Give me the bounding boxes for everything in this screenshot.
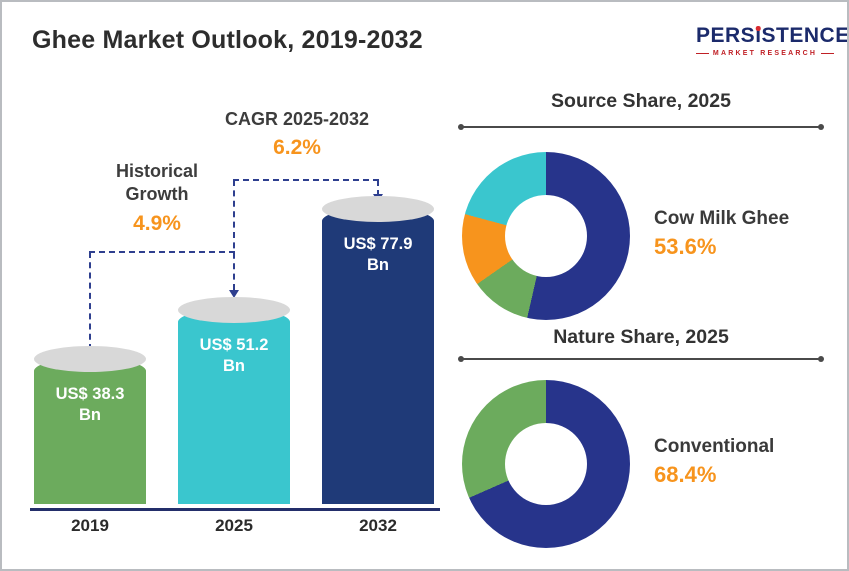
connector-dash-vertical [89, 252, 91, 350]
connector-dash-horizontal [89, 251, 235, 253]
connector-dash-vertical [233, 180, 235, 290]
x-axis-label: 2032 [359, 516, 397, 535]
x-axis-line [30, 508, 440, 511]
logo: PERSiSTENCE MARKET RESEARCH [696, 24, 847, 57]
bar-2019: US$ 38.3 Bn [34, 346, 146, 504]
divider-line [458, 124, 824, 130]
donut-hole [505, 423, 587, 505]
logo-name: PERSiSTENCE [696, 24, 847, 48]
x-axis-labels: 2019 2025 2032 [34, 516, 434, 536]
historical-growth-value: 4.9% [133, 212, 181, 235]
connector-dash-horizontal [233, 179, 379, 181]
logo-name-part: PERS [696, 24, 756, 47]
bar-top-ellipse [322, 196, 434, 222]
bar-2025: US$ 51.2 Bn [178, 297, 290, 504]
connector-dash-vertical [377, 180, 379, 196]
nature-share-title: Nature Share, 2025 [553, 326, 729, 348]
bar-value-label: US$ 77.9 Bn [343, 235, 413, 275]
bar-top-ellipse [34, 346, 146, 372]
donut-hole [505, 195, 587, 277]
source-share-title: Source Share, 2025 [551, 90, 731, 112]
bar-2032: US$ 77.9 Bn [322, 196, 434, 504]
nature-share-donut [462, 380, 630, 548]
callout-label: Conventional [654, 436, 775, 457]
source-share-donut [462, 152, 630, 320]
x-axis-label: 2019 [71, 516, 109, 535]
callout-value: 53.6% [654, 234, 717, 259]
logo-subtitle: MARKET RESEARCH [696, 50, 834, 57]
bar-value-label: US$ 38.3 Bn [55, 385, 125, 425]
nature-share-callout: Conventional 68.4% [654, 436, 834, 488]
connector-arrow-down [229, 290, 239, 298]
callout-label: Cow Milk Ghee [654, 208, 790, 229]
logo-name-i: i [755, 24, 762, 47]
callout-value: 68.4% [654, 462, 717, 487]
divider-line [458, 356, 824, 362]
logo-name-part: STENCE [761, 24, 849, 47]
page-title: Ghee Market Outlook, 2019-2032 [32, 26, 423, 54]
cagr-label: CAGR 2025-2032 [224, 109, 370, 129]
bar-top-ellipse [178, 297, 290, 323]
bar-group: US$ 38.3 Bn US$ 51.2 Bn US$ 77.9 Bn [34, 196, 434, 504]
source-share-callout: Cow Milk Ghee 53.6% [654, 208, 834, 260]
cagr-value: 6.2% [273, 136, 321, 159]
x-axis-label: 2025 [215, 516, 253, 535]
historical-growth-label: Historical Growth [115, 161, 199, 205]
bar-value-label: US$ 51.2 Bn [199, 336, 269, 376]
